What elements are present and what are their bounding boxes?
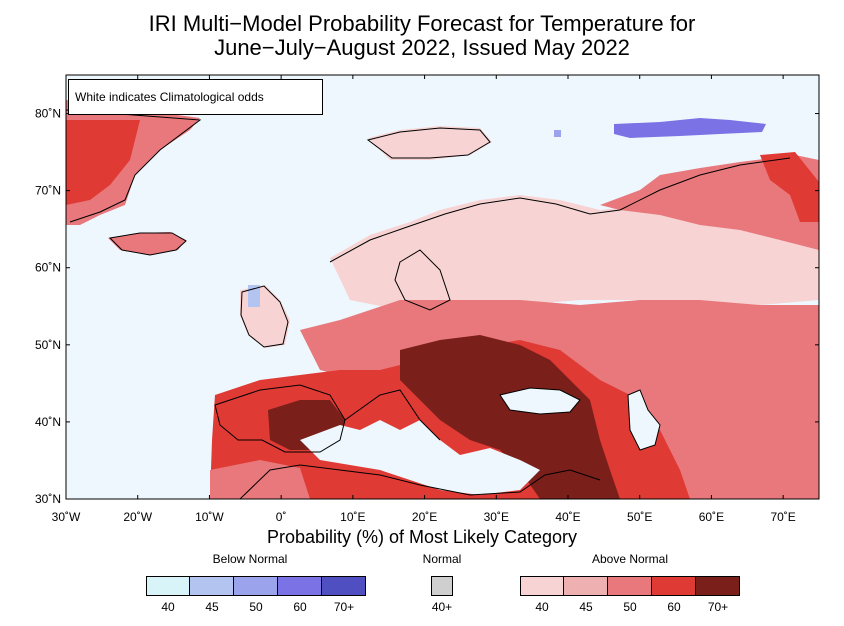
legend-below-tick: 50 (249, 600, 263, 614)
x-tick-label: 20˚E (412, 510, 437, 524)
legend-below-swatch (190, 576, 234, 596)
legend-below-tick: 70+ (333, 600, 355, 614)
legend-above-tick: 45 (579, 600, 593, 614)
x-tick-label: 50˚E (627, 510, 652, 524)
coastlines (66, 109, 791, 499)
svalbard-region (368, 126, 492, 160)
x-tick-label: 70˚E (770, 510, 795, 524)
y-tick-label: 50˚N (35, 338, 61, 352)
legend-below-heading: Below Normal (212, 552, 288, 566)
x-tick-label: 30˚W (52, 510, 81, 524)
map-frame (65, 74, 820, 500)
legend-above-swatch (608, 576, 652, 596)
caspian-sea (628, 390, 660, 450)
legend-title: Probability (%) of Most Likely Category (266, 527, 578, 547)
arctic-russia-hot (760, 152, 819, 222)
climatology-note: White indicates Climatological odds (68, 79, 323, 115)
x-tick-label: 20˚W (123, 510, 152, 524)
legend-above-swatch (520, 576, 564, 596)
x-tick-label: 10˚W (195, 510, 224, 524)
legend-above-swatch (696, 576, 740, 596)
greenland-core (66, 120, 140, 205)
arctic-russia-warm (600, 155, 819, 250)
legend-above-tick: 70+ (707, 600, 729, 614)
y-tick-label: 70˚N (35, 184, 61, 198)
x-tick-label: 60˚E (699, 510, 724, 524)
map-title-line-1: IRI Multi−Model Probability Forecast for… (148, 11, 696, 36)
legend-below-swatch (278, 576, 322, 596)
scotland-cold-cell (248, 285, 260, 307)
x-tick-label: 40˚E (555, 510, 580, 524)
black-sea (500, 388, 580, 414)
legend-below-tick: 40 (161, 600, 175, 614)
mediterranean-sea (300, 420, 540, 495)
legend-normal-heading: Normal (422, 552, 462, 566)
y-tick-label: 40˚N (35, 415, 61, 429)
legend-below-swatch (322, 576, 366, 596)
axis-ticks: 30˚W 20˚W 10˚W 0˚ 10˚E 20˚E 30˚E 40˚E 50˚E 60˚E 70… (35, 75, 819, 524)
legend-below-swatch (234, 576, 278, 596)
balkans-turkey-darkest (400, 335, 620, 499)
y-tick-label: 30˚N (35, 492, 61, 506)
y-tick-label: 80˚N (35, 107, 61, 121)
legend-above-tick: 50 (623, 600, 637, 614)
arctic-cold-cell (554, 130, 561, 137)
map-title-line-2: June−July−August 2022, Issued May 2022 (214, 35, 630, 60)
x-tick-label: 30˚E (484, 510, 509, 524)
x-tick-label: 10˚E (340, 510, 365, 524)
legend-above-tick: 40 (535, 600, 549, 614)
legend-above-tick: 60 (667, 600, 681, 614)
legend-below-tick: 45 (205, 600, 219, 614)
legend-above-heading: Above Normal (591, 552, 669, 566)
legend-above-swatch (652, 576, 696, 596)
legend-above-swatch (564, 576, 608, 596)
legend-below-tick: 60 (293, 600, 307, 614)
y-tick-label: 60˚N (35, 261, 61, 275)
legend-below-swatch (146, 576, 190, 596)
x-tick-label: 0˚ (276, 510, 287, 524)
legend-normal-swatch (431, 576, 453, 596)
arctic-cold-patch (614, 118, 766, 138)
iceland-region (108, 232, 186, 255)
legend-normal-tick: 40+ (431, 600, 453, 614)
